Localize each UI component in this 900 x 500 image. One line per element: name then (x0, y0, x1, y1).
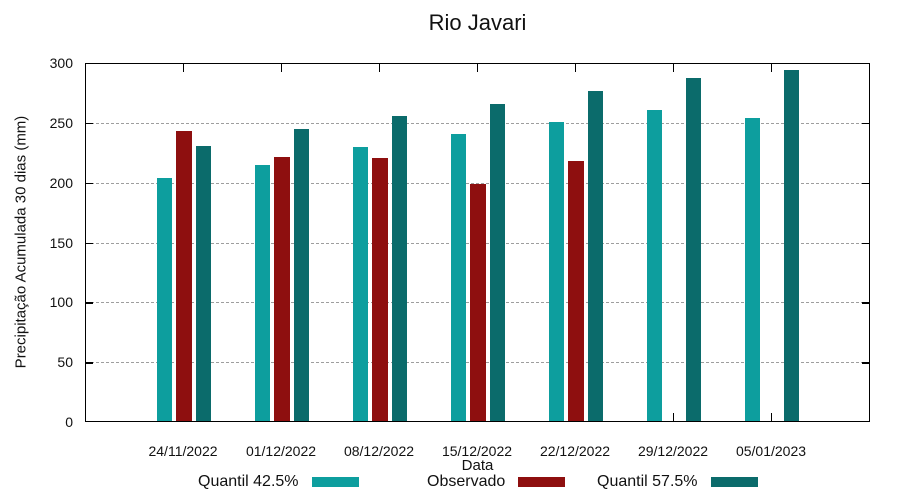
bar-quantil-57.5--15-12-2022 (489, 103, 506, 421)
y-tick-mark (862, 182, 869, 185)
x-tick-label: 24/11/2022 (148, 443, 218, 459)
y-tick-label: 150 (49, 234, 73, 251)
y-tick-label: 200 (49, 174, 73, 191)
x-tick-mark (280, 64, 282, 72)
y-tick-mark (86, 242, 93, 244)
gridline-200 (86, 182, 869, 184)
x-tick-mark (770, 413, 772, 421)
y-tick-label: 50 (57, 354, 73, 371)
bar-observado-24-11-2022 (176, 131, 192, 421)
bar-quantil-57.5--22-12-2022 (587, 90, 604, 421)
x-tick-mark (182, 64, 184, 72)
bar-observado-22-12-2022 (568, 161, 584, 421)
x-tick-mark (574, 64, 576, 72)
y-tick-mark (862, 122, 869, 125)
y-tick-label: 300 (49, 55, 73, 71)
legend-label: Observado (427, 473, 506, 490)
legend-swatch (710, 477, 758, 487)
x-tick-mark (770, 64, 772, 72)
x-axis-label: Data (461, 457, 494, 474)
x-tick-mark (476, 64, 478, 72)
legend-label: Quantil 42.5% (198, 473, 299, 490)
bar-quantil-42.5--15-12-2022 (450, 133, 466, 421)
y-tick-mark (862, 242, 869, 244)
y-tick-mark (86, 362, 93, 364)
bar-observado-08-12-2022 (372, 157, 388, 421)
bar-quantil-42.5--22-12-2022 (548, 121, 564, 421)
gridline-250 (86, 122, 869, 124)
x-tick-mark (672, 413, 674, 421)
legend-item-observado: Observado (427, 473, 566, 491)
y-tick-mark (86, 122, 93, 125)
legend-label: Quantil 57.5% (597, 473, 698, 490)
x-tick-mark (672, 64, 674, 72)
x-tick-mark (378, 64, 380, 72)
x-tick-label: 15/12/2022 (441, 443, 513, 459)
bar-quantil-57.5--05-01-2023 (783, 70, 800, 421)
y-tick-label: 250 (49, 114, 73, 131)
y-tick-label: 0 (65, 414, 73, 430)
legend-item-quantil-42.5-: Quantil 42.5% (198, 473, 359, 491)
y-tick-mark (862, 302, 869, 304)
legend-item-quantil-57.5-: Quantil 57.5% (597, 473, 758, 491)
bar-quantil-42.5--08-12-2022 (352, 146, 368, 421)
x-tick-label: 22/12/2022 (539, 443, 611, 459)
y-tick-label: 100 (49, 294, 73, 311)
bar-quantil-42.5--05-01-2023 (744, 118, 760, 421)
bar-quantil-42.5--29-12-2022 (646, 109, 662, 421)
y-tick-mark (862, 362, 869, 364)
bar-quantil-42.5--01-12-2022 (254, 164, 270, 421)
x-tick-label: 29/12/2022 (637, 443, 709, 459)
y-tick-mark (86, 182, 93, 185)
x-tick-label: 08/12/2022 (343, 443, 415, 459)
plot-area (85, 63, 870, 422)
bar-quantil-42.5--24-11-2022 (156, 178, 172, 421)
bar-quantil-57.5--29-12-2022 (685, 77, 702, 421)
legend-swatch (311, 477, 359, 487)
x-tick-label: 01/12/2022 (245, 443, 317, 459)
legend-swatch (518, 477, 566, 487)
bar-quantil-57.5--01-12-2022 (293, 129, 310, 421)
bar-observado-01-12-2022 (274, 156, 290, 421)
chart-title: Rio Javari (428, 10, 527, 35)
bar-observado-15-12-2022 (470, 184, 486, 421)
y-tick-mark (86, 302, 93, 304)
bar-quantil-57.5--08-12-2022 (391, 115, 408, 421)
x-tick-label: 05/01/2023 (735, 443, 807, 459)
bar-quantil-57.5--24-11-2022 (195, 145, 212, 421)
